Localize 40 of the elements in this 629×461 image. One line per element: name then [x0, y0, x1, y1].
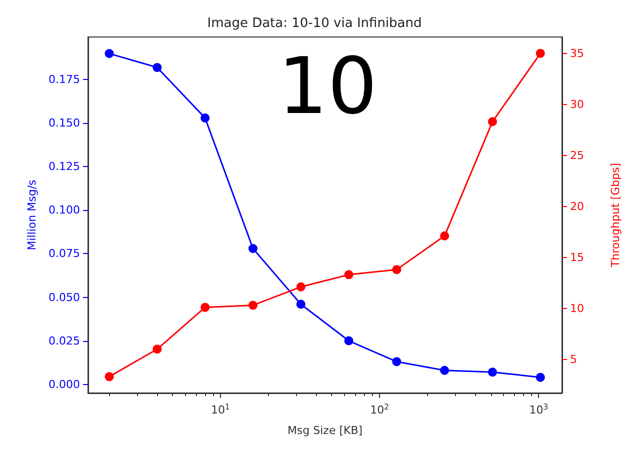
- y-tick-label: 0.150: [48, 116, 80, 130]
- x-axis-title: Msg Size [KB]: [287, 424, 363, 437]
- y2-tick-label: 15: [570, 250, 584, 264]
- y-tick-label: 0.075: [48, 247, 80, 260]
- point: [200, 113, 210, 122]
- point: [248, 300, 258, 310]
- point: [440, 231, 450, 240]
- y-tick-label: 0.000: [48, 378, 80, 391]
- y2-tick-label: 30: [570, 98, 584, 111]
- y-axis-title: Million Msg/s: [26, 179, 39, 250]
- point: [536, 48, 545, 58]
- y-tick-label: 0.175: [48, 73, 80, 86]
- y2-tick-label: 20: [570, 200, 584, 213]
- y-tick-label: 0.050: [48, 290, 80, 304]
- point: [152, 344, 162, 354]
- y2-axis-title: Throughput [Gbps]: [609, 162, 622, 268]
- y2-tick-label: 10: [570, 302, 584, 315]
- point: [488, 117, 497, 126]
- point: [344, 270, 354, 280]
- point: [344, 336, 354, 346]
- point: [104, 372, 114, 382]
- point: [536, 372, 545, 382]
- y2-tick-label: 35: [570, 46, 584, 60]
- y-tick-label: 0.100: [48, 204, 80, 217]
- point: [104, 49, 114, 58]
- y2-tick-label: 5: [570, 352, 577, 366]
- point: [200, 302, 210, 312]
- point: [440, 366, 450, 375]
- point: [296, 282, 306, 292]
- point: [392, 357, 402, 366]
- point: [248, 244, 258, 254]
- point: [296, 300, 306, 309]
- point: [488, 368, 497, 377]
- y-tick-label: 0.025: [48, 334, 80, 348]
- annotation: 10: [278, 42, 378, 132]
- y2-tick-label: 25: [570, 148, 584, 162]
- chart-title: Image Data: 10-10 via Infiniband: [207, 16, 422, 31]
- point: [152, 62, 162, 72]
- y-tick-label: 0.125: [48, 160, 80, 174]
- point: [392, 265, 402, 274]
